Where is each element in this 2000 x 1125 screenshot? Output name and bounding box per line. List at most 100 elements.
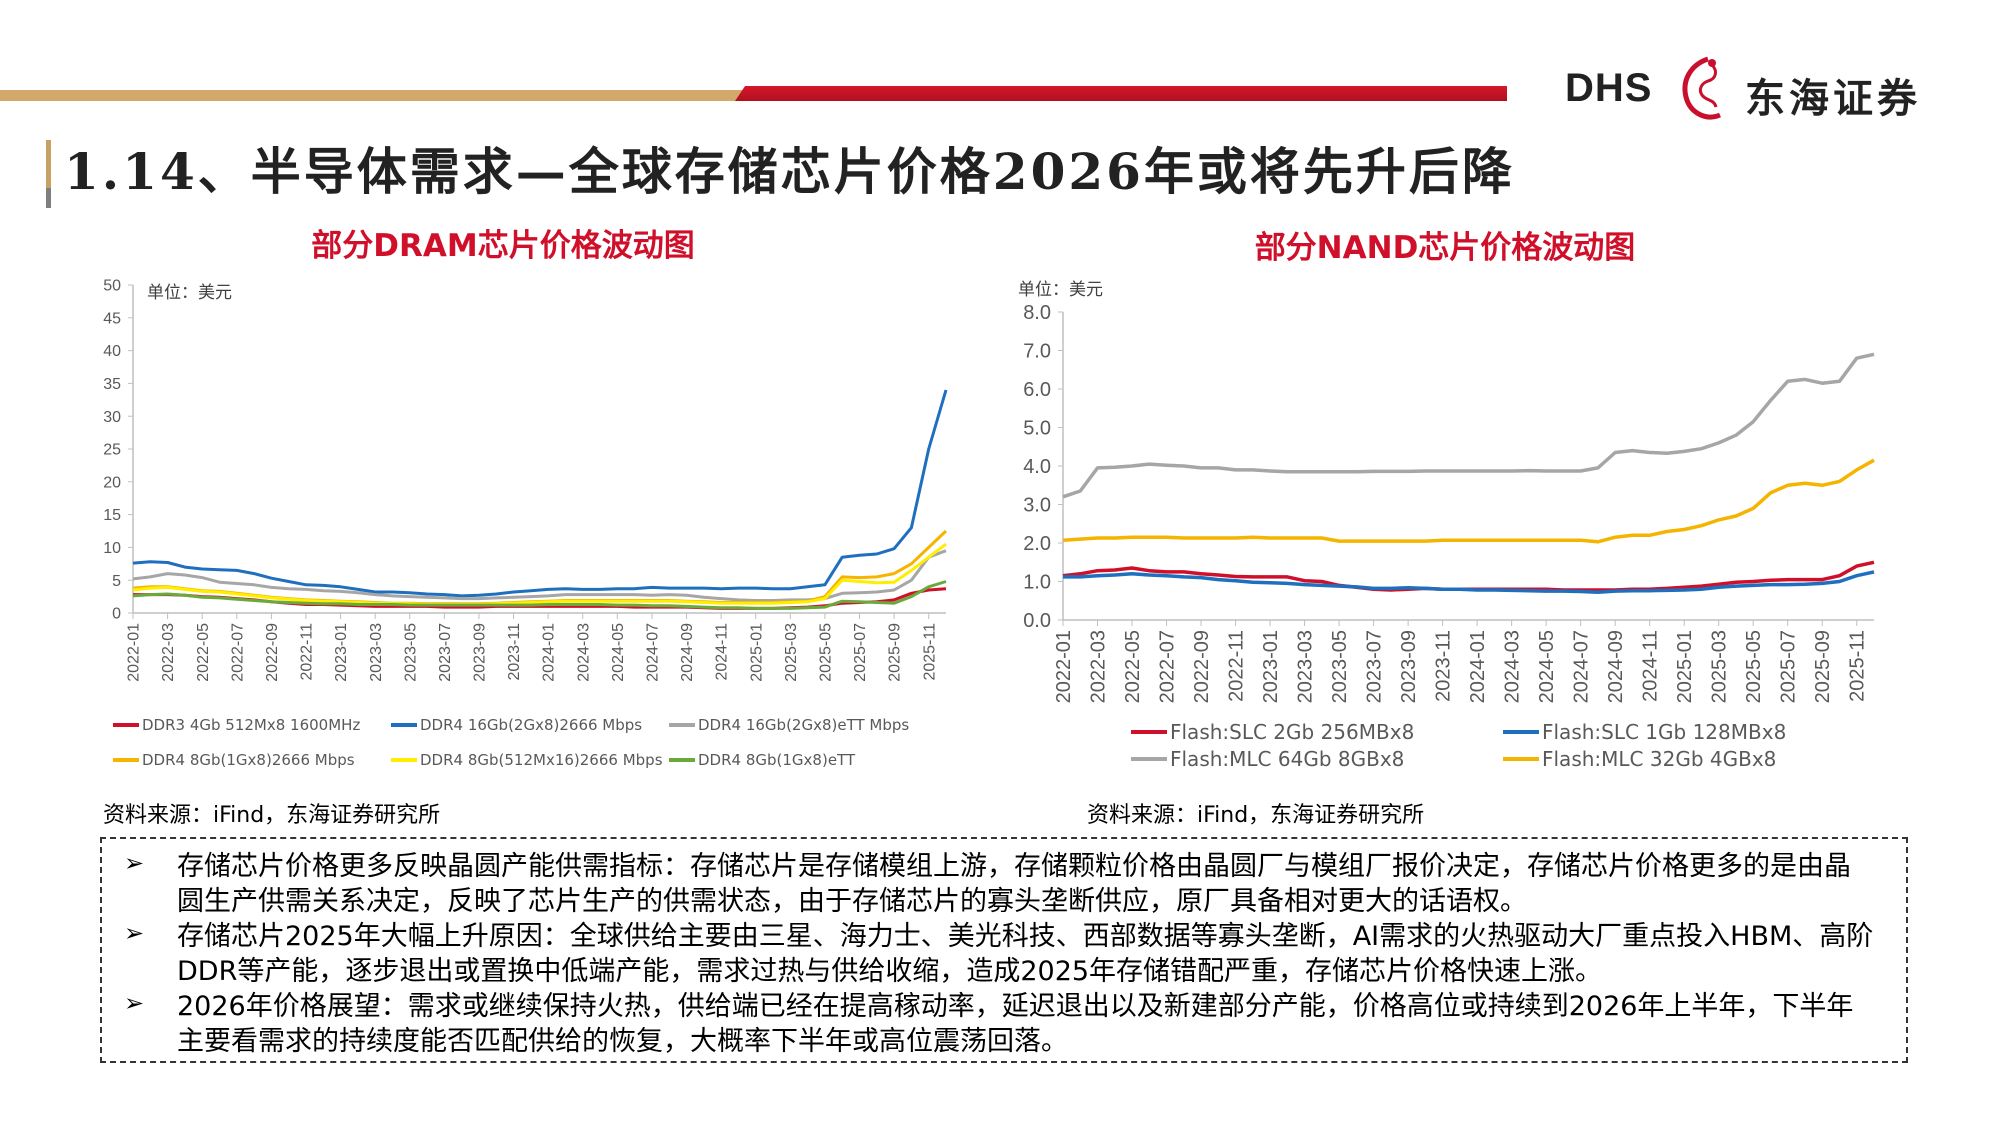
x-tick-label: 2025-07 — [1778, 630, 1800, 703]
x-tick-label: 2023-11 — [506, 623, 523, 681]
x-tick-label: 2024-01 — [541, 623, 558, 682]
summary-box: ➢ 存储芯片价格更多反映晶圆产能供需指标：存储芯片是存储模组上游，存储颗粒价格由… — [100, 837, 1908, 1063]
y-tick-label: 10 — [103, 540, 121, 557]
legend-swatch — [1503, 757, 1539, 761]
legend-label: DDR4 8Gb(1Gx8)2666 Mbps — [142, 751, 355, 769]
x-tick-label: 2023-07 — [1364, 630, 1386, 703]
legend-label: Flash:SLC 2Gb 256MBx8 — [1170, 720, 1415, 744]
legend-item: DDR4 8Gb(512Mx16)2666 Mbps — [391, 751, 663, 769]
legend-label: DDR4 16Gb(2Gx8)2666 Mbps — [420, 716, 643, 734]
x-tick-label: 2023-05 — [402, 623, 419, 682]
bullet-item: ➢ 存储芯片2025年大幅上升原因：全球供给主要由三星、海力士、美光科技、西部数… — [124, 919, 1904, 989]
series-line-3 — [1062, 458, 1875, 544]
x-tick-label: 2022-11 — [299, 623, 316, 681]
x-tick-label: 2025-01 — [1674, 630, 1696, 703]
x-tick-label: 2023-01 — [1260, 630, 1282, 703]
x-tick-label: 2025-03 — [1709, 630, 1731, 703]
x-tick-label: 2023-05 — [1329, 630, 1351, 703]
y-tick-label: 3.0 — [1023, 495, 1051, 517]
x-tick-label: 2022-03 — [1088, 630, 1110, 703]
legend-label: DDR4 16Gb(2Gx8)eTT Mbps — [698, 716, 910, 734]
nand-source-note: 资料来源：iFind，东海证券研究所 — [1087, 803, 1425, 828]
bullet-item: ➢ 2026年价格展望：需求或继续保持火热，供给端已经在提高稼动率，延迟退出以及… — [124, 989, 1904, 1059]
y-tick-label: 2.0 — [1023, 533, 1051, 555]
logo-chinese-name: 东海证券 — [1745, 76, 1921, 122]
x-tick-label: 2024-09 — [1605, 630, 1627, 703]
y-tick-label: 0.0 — [1023, 610, 1051, 632]
x-tick-label: 2024-07 — [1571, 630, 1593, 703]
legend-swatch — [1503, 730, 1539, 734]
x-tick-label: 2024-09 — [679, 623, 696, 682]
legend-swatch — [113, 723, 139, 727]
y-tick-label: 5 — [112, 573, 121, 590]
arrow-bullet-icon: ➢ — [124, 919, 145, 947]
x-tick-label: 2025-03 — [783, 623, 800, 682]
y-tick-label: 35 — [103, 376, 121, 393]
legend-swatch — [113, 758, 139, 762]
dram-unit-label: 单位：美元 — [147, 283, 232, 303]
y-tick-label: 8.0 — [1023, 302, 1051, 324]
legend-item: DDR3 4Gb 512Mx8 1600MHz — [113, 716, 360, 734]
nand-chart-title: 部分NAND芯片价格波动图 — [1254, 230, 1636, 266]
series-line-4 — [132, 542, 947, 606]
y-tick-label: 50 — [103, 278, 121, 295]
x-tick-label: 2025-11 — [1847, 630, 1869, 702]
x-tick-label: 2024-11 — [1640, 630, 1662, 702]
arrow-bullet-icon: ➢ — [124, 989, 145, 1017]
x-tick-label: 2024-03 — [575, 623, 592, 682]
series-line-1 — [132, 389, 948, 598]
series-line-5 — [132, 580, 947, 610]
x-tick-label: 2023-09 — [472, 623, 489, 682]
x-tick-label: 2024-07 — [645, 623, 662, 682]
x-tick-label: 2023-09 — [1398, 630, 1420, 703]
x-tick-label: 2025-09 — [1812, 630, 1834, 703]
x-tick-label: 2023-03 — [1295, 630, 1317, 703]
arrow-bullet-icon: ➢ — [124, 849, 145, 877]
x-tick-label: 2022-09 — [1191, 630, 1213, 703]
x-tick-label: 2024-05 — [610, 623, 627, 682]
y-tick-label: 0 — [112, 606, 121, 623]
legend-label: Flash:SLC 1Gb 128MBx8 — [1542, 720, 1787, 744]
x-tick-label: 2022-01 — [126, 623, 143, 682]
legend-label: DDR4 8Gb(512Mx16)2666 Mbps — [420, 751, 663, 769]
dram-chart-title: 部分DRAM芯片价格波动图 — [311, 228, 695, 264]
x-tick-label: 2023-03 — [368, 623, 385, 682]
x-tick-label: 2023-01 — [333, 623, 350, 682]
x-tick-label: 2024-11 — [714, 623, 731, 681]
x-tick-label: 2024-01 — [1467, 630, 1489, 703]
legend-label: DDR3 4Gb 512Mx8 1600MHz — [142, 716, 361, 734]
x-tick-label: 2025-05 — [1743, 630, 1765, 703]
logo-text: DHS — [1565, 66, 1653, 110]
legend-item: DDR4 8Gb(1Gx8)eTT — [669, 751, 855, 769]
legend-item: Flash:SLC 2Gb 256MBx8 — [1131, 720, 1414, 744]
series-line-2 — [1062, 352, 1875, 499]
legend-item: Flash:SLC 1Gb 128MBx8 — [1503, 720, 1786, 744]
x-tick-label: 2025-01 — [748, 623, 765, 682]
legend-label: Flash:MLC 32Gb 4GBx8 — [1542, 747, 1777, 771]
y-tick-label: 45 — [103, 310, 121, 327]
legend-swatch — [669, 758, 695, 762]
x-tick-label: 2022-03 — [160, 623, 177, 682]
legend-item: Flash:MLC 64Gb 8GBx8 — [1131, 747, 1404, 771]
dram-source-note: 资料来源：iFind，东海证券研究所 — [103, 803, 441, 828]
x-tick-label: 2022-07 — [1157, 630, 1179, 703]
legend-swatch — [391, 723, 417, 727]
legend-item: DDR4 16Gb(2Gx8)2666 Mbps — [391, 716, 642, 734]
x-tick-label: 2022-09 — [264, 623, 281, 682]
nand-unit-label: 单位：美元 — [1018, 280, 1103, 300]
bullet-text: 存储芯片价格更多反映晶圆产能供需指标：存储芯片是存储模组上游，存储颗粒价格由晶圆… — [177, 851, 1851, 917]
x-tick-label: 2022-07 — [229, 623, 246, 682]
y-tick-label: 6.0 — [1023, 379, 1051, 401]
y-tick-label: 20 — [103, 474, 121, 491]
bullet-text: 2026年价格展望：需求或继续保持火热，供给端已经在提高稼动率，延迟退出以及新建… — [177, 991, 1854, 1057]
x-tick-label: 2025-11 — [921, 623, 938, 681]
x-tick-label: 2022-05 — [195, 623, 212, 682]
dram-price-chart: 0 5 10 15 20 25 30 35 40 45 50 2022-01 2022-03 2022-0… — [103, 278, 948, 682]
y-tick-label: 15 — [103, 507, 121, 524]
y-tick-label: 40 — [103, 343, 121, 360]
x-tick-label: 2024-05 — [1536, 630, 1558, 703]
series-line-1 — [1063, 570, 1875, 595]
legend-swatch — [1131, 730, 1167, 734]
x-tick-label: 2023-07 — [437, 623, 454, 682]
title-accent-bar — [46, 140, 51, 188]
